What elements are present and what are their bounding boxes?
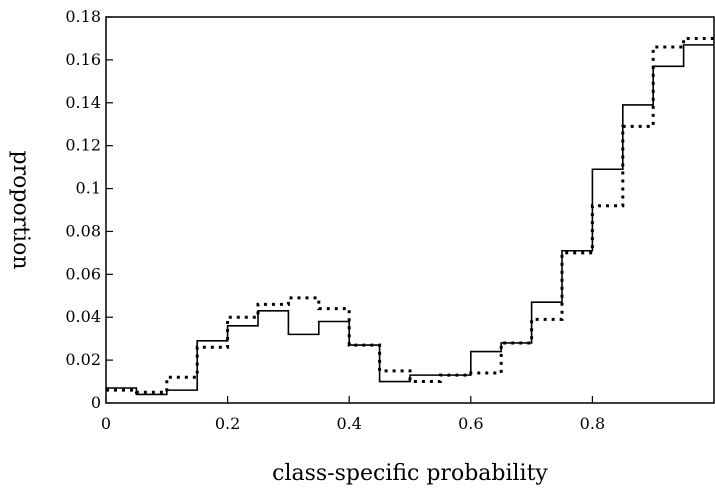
x-axis-label: class-specific probability [272, 461, 548, 486]
y-tick-label: 0.18 [65, 7, 101, 26]
y-tick-label: 0 [91, 393, 101, 412]
x-tick-label: 0 [101, 414, 111, 433]
y-tick-label: 0.04 [65, 307, 101, 326]
plot-frame [105, 16, 715, 404]
x-tick-label: 0.6 [458, 414, 483, 433]
series-dotted-line [106, 36, 714, 394]
y-tick-label: 0.06 [65, 264, 101, 283]
y-axis-ticks: 0 0.02 0.04 0.06 0.08 0.1 0.12 0.14 0.16 0.18 [65, 7, 113, 412]
x-axis-ticks: 0 0.2 0.4 0.6 0.8 [101, 396, 605, 433]
series-layer [106, 36, 714, 396]
x-tick-label: 0.8 [580, 414, 605, 433]
y-tick-label: 0.02 [65, 350, 101, 369]
series-solid-line [106, 44, 714, 396]
x-tick-label: 0.2 [215, 414, 240, 433]
y-tick-label: 0.12 [65, 136, 101, 155]
y-tick-label: 0.08 [65, 221, 101, 240]
x-tick-label: 0.4 [336, 414, 361, 433]
y-tick-label: 0.16 [65, 50, 101, 69]
y-tick-label: 0.1 [76, 179, 101, 198]
y-axis-label: proportion [8, 151, 33, 270]
y-tick-label: 0.14 [65, 93, 101, 112]
